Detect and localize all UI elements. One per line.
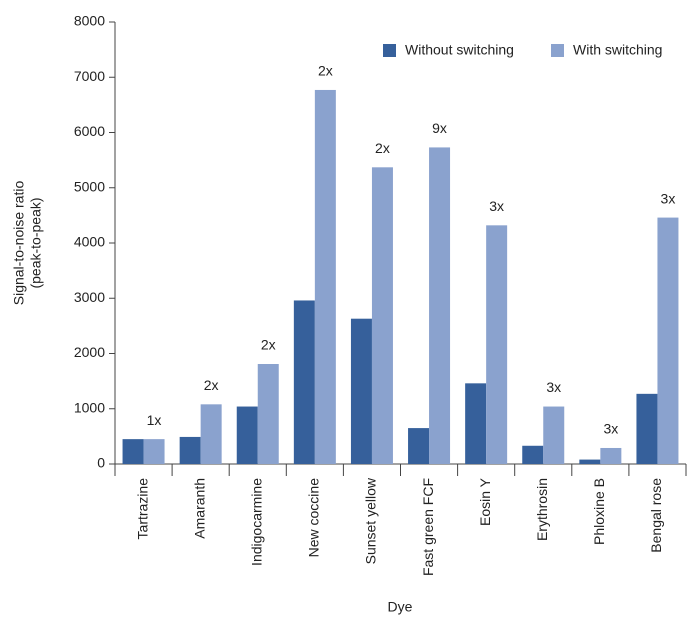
x-tick-label: Amaranth: [191, 478, 207, 539]
bar: [429, 147, 451, 465]
y-tick-label: 0: [97, 455, 105, 471]
legend-label: With switching: [573, 42, 662, 58]
bar: [636, 393, 658, 464]
ratio-label: 2x: [261, 337, 276, 353]
bar: [122, 439, 144, 464]
y-axis-title: Signal-to-noise ratio (peak-to-peak): [11, 181, 44, 306]
y-axis-title-line: Signal-to-noise ratio: [11, 181, 27, 306]
y-tick-label: 6000: [74, 123, 105, 139]
y-tick-label: 8000: [74, 13, 105, 29]
bar: [293, 300, 315, 464]
bar: [371, 167, 393, 464]
bar: [236, 406, 258, 464]
x-axis-title: Dye: [388, 599, 413, 615]
ratio-label: 2x: [375, 140, 390, 156]
bar: [600, 447, 622, 464]
bar: [408, 428, 430, 464]
bar: [543, 406, 565, 464]
bar: [200, 404, 222, 464]
x-tick-label: Phloxine B: [591, 478, 607, 545]
ratio-label: 3x: [661, 190, 676, 206]
ratio-label: 9x: [432, 120, 447, 136]
x-tick-label: Bengal rose: [648, 478, 664, 553]
x-tick-label: Fast green FCF: [420, 478, 436, 576]
y-tick-label: 7000: [74, 68, 105, 84]
ratio-label: 3x: [489, 198, 504, 214]
bar: [657, 217, 679, 464]
legend-swatch: [383, 44, 396, 57]
x-tick-label: New coccine: [306, 478, 322, 558]
x-tick-label: Eosin Y: [477, 477, 493, 526]
x-tick-label: Tartrazine: [134, 478, 150, 540]
y-tick-label: 5000: [74, 178, 105, 194]
y-tick-label: 4000: [74, 234, 105, 250]
ratio-label: 3x: [546, 379, 561, 395]
ratio-label: 1x: [147, 412, 162, 428]
bar: [486, 225, 508, 464]
x-tick-label: Indigocarmine: [248, 478, 264, 566]
x-tick-label: Erythrosin: [534, 478, 550, 541]
bar: [179, 436, 201, 464]
legend-label: Without switching: [405, 42, 514, 58]
ratio-label: 3x: [603, 421, 618, 437]
y-tick-label: 2000: [74, 344, 105, 360]
ratio-label: 2x: [318, 63, 333, 79]
x-tick-label: Sunset yellow: [363, 477, 379, 564]
bar: [143, 439, 165, 464]
bar: [465, 383, 487, 464]
y-tick-label: 3000: [74, 289, 105, 305]
bar: [350, 318, 372, 464]
legend-swatch: [551, 44, 564, 57]
ratio-label: 2x: [204, 377, 219, 393]
bar: [257, 363, 279, 464]
bar: [314, 89, 336, 465]
y-tick-label: 1000: [74, 399, 105, 415]
y-axis-title-line: (peak-to-peak): [28, 197, 44, 288]
bar: [522, 445, 544, 464]
bar: [579, 459, 601, 464]
